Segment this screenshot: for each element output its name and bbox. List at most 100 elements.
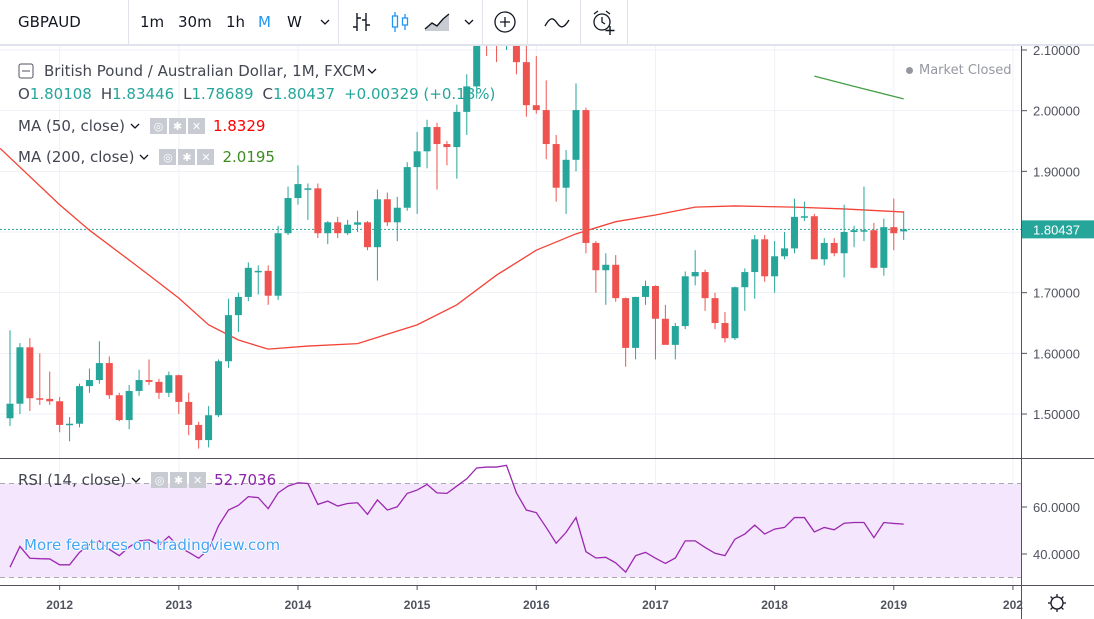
candle-body — [830, 242, 838, 254]
chevron-down-icon[interactable] — [130, 122, 140, 130]
candle — [195, 421, 203, 449]
close-value: 1.80437 — [273, 85, 336, 103]
rsi-axis[interactable]: 60.0000 40.0000 — [1022, 500, 1080, 562]
interval-m[interactable]: M — [258, 13, 271, 31]
price-tick-label: 1.70000 — [1033, 286, 1080, 301]
create-alert-button[interactable] — [591, 0, 617, 44]
collapse-legend-icon[interactable] — [18, 63, 34, 79]
series-legend-title[interactable]: British Pound / Australian Dollar, 1M, F… — [18, 62, 377, 80]
rsi-tick-label: 40.0000 — [1033, 547, 1080, 562]
chevron-down-icon[interactable] — [139, 153, 149, 161]
time-tick-label: 202 — [1003, 598, 1023, 612]
candle-body — [651, 286, 659, 319]
candle-body — [661, 318, 669, 345]
study-name: MA (50, close) — [18, 117, 125, 135]
close-icon[interactable]: ✕ — [187, 118, 205, 134]
candle-body — [880, 227, 888, 268]
interval-30m[interactable]: 30m — [178, 13, 212, 31]
candle-body — [721, 323, 729, 339]
candle — [76, 383, 84, 428]
candle-body — [731, 287, 739, 339]
interval-dropdown-button[interactable] — [319, 0, 331, 44]
candle-body — [771, 256, 779, 277]
chart-style-dropdown-button[interactable] — [463, 0, 475, 44]
close-icon[interactable]: ✕ — [189, 472, 207, 488]
compare-button[interactable] — [493, 0, 517, 44]
gear-icon[interactable]: ✱ — [178, 149, 196, 165]
bar-chart-icon — [353, 13, 370, 31]
price-tick-label: 1.60000 — [1033, 346, 1080, 361]
interval-1m[interactable]: 1m — [140, 13, 165, 31]
study-name: MA (200, close) — [18, 148, 135, 166]
candles-icon — [391, 12, 409, 32]
candle — [115, 392, 123, 422]
indicators-button[interactable] — [543, 0, 571, 44]
visibility-icon[interactable]: ◎ — [151, 472, 169, 488]
study-legend-rsi[interactable]: RSI (14, close) ◎ ✱ ✕ 52.7036 — [18, 471, 276, 489]
status-dot-icon — [906, 67, 913, 74]
candles — [6, 46, 908, 449]
candle — [175, 374, 183, 415]
symbol-search-button[interactable]: GBPAUD — [18, 0, 81, 44]
candle — [244, 262, 252, 302]
candle — [741, 268, 749, 311]
interval-1h[interactable]: 1h — [226, 13, 246, 31]
candle — [185, 392, 193, 436]
ma200-line — [814, 75, 904, 100]
candle-body — [890, 227, 898, 234]
candle-body — [36, 398, 44, 400]
chevron-down-icon[interactable] — [367, 67, 377, 75]
candle — [473, 46, 481, 99]
study-legend-ma50[interactable]: MA (50, close) ◎ ✱ ✕ 1.8329 — [18, 117, 265, 135]
candle — [304, 183, 312, 220]
last-price-label: 1.80437 — [1033, 222, 1080, 237]
candle-body — [175, 375, 183, 402]
candles-style-button[interactable] — [389, 0, 411, 44]
time-axis[interactable]: 2012 2013 2014 2015 2016 2017 2018 2019 202 — [46, 585, 1023, 612]
candle-body — [344, 224, 352, 234]
candle-body — [632, 296, 640, 348]
candle-body — [781, 248, 789, 257]
divider — [527, 0, 528, 44]
candle — [215, 359, 223, 418]
candle — [155, 378, 163, 399]
candle — [463, 74, 471, 135]
candle — [651, 285, 659, 360]
visibility-icon[interactable]: ◎ — [149, 118, 167, 134]
candle — [334, 216, 342, 239]
candle-body — [681, 276, 689, 327]
chevron-down-icon[interactable] — [131, 476, 141, 484]
candle — [512, 46, 520, 75]
candle — [393, 196, 401, 242]
candle-body — [850, 230, 858, 233]
study-legend-ma200[interactable]: MA (200, close) ◎ ✱ ✕ 2.0195 — [18, 148, 275, 166]
candle-body — [860, 230, 868, 232]
candle — [433, 122, 441, 190]
candle — [46, 371, 54, 405]
divider — [482, 0, 483, 44]
gear-icon[interactable]: ✱ — [170, 472, 188, 488]
ohlc-legend: O 1.80108 H 1.83446 L 1.78689 C 1.80437 +0.0… — [18, 85, 495, 103]
symbol-label: GBPAUD — [18, 13, 81, 31]
market-status: Market Closed — [906, 63, 1012, 78]
gear-icon[interactable]: ✱ — [168, 118, 186, 134]
time-tick-label: 2012 — [46, 598, 73, 612]
area-style-button[interactable] — [423, 0, 451, 44]
visibility-icon[interactable]: ◎ — [159, 149, 177, 165]
close-icon[interactable]: ✕ — [197, 149, 215, 165]
candle — [751, 235, 759, 299]
interval-w[interactable]: W — [287, 13, 302, 31]
time-tick-label: 2013 — [165, 598, 192, 612]
settings-gear-icon[interactable] — [1048, 594, 1066, 612]
candle-body — [741, 272, 749, 288]
candle-body — [76, 386, 84, 424]
tradingview-link[interactable]: More features on tradingview.com — [24, 536, 281, 554]
candle-body — [304, 188, 312, 190]
bars-style-button[interactable] — [350, 0, 372, 44]
candle — [344, 219, 352, 236]
candle — [900, 211, 908, 240]
low-label: L — [183, 85, 192, 103]
candle-body — [324, 222, 332, 234]
price-axis[interactable]: 2.10000 2.00000 1.90000 1.70000 1.60000 1.500… — [1022, 43, 1080, 422]
